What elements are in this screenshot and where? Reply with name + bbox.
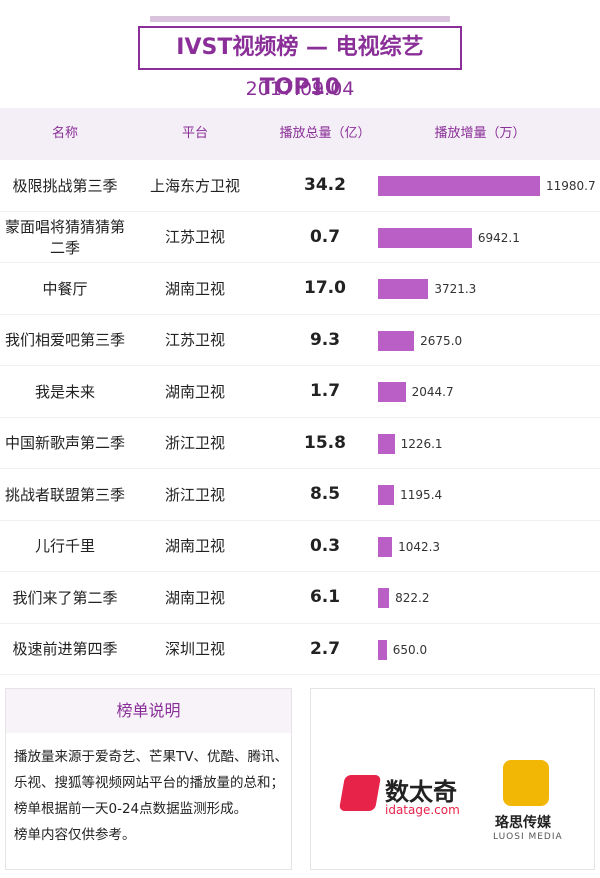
total-cell: 2.7: [309, 638, 341, 659]
table-row: 我是未来 湖南卫视 1.7 2044.7: [0, 366, 600, 418]
bar-label: 2044.7: [411, 385, 454, 399]
date: 2017.09.04: [245, 78, 355, 100]
bar: [378, 227, 472, 248]
bar-label: 2675.0: [420, 333, 463, 348]
decoration: [150, 16, 450, 22]
note-title: 榜单说明: [6, 689, 291, 733]
note-line: 乐视、搜狐等视频网站平台的播放量的总和；: [14, 775, 284, 791]
platform-cell: 湖南卫视: [164, 537, 225, 556]
column-header: 播放总量（亿）: [279, 126, 371, 141]
column-header: 名称: [51, 126, 78, 141]
name-cell: 极限挑战第三季: [12, 176, 118, 195]
bar: [378, 536, 393, 557]
logo-icon: [503, 760, 549, 806]
note-line: 播放量来源于爱奇艺、芒果TV、优酷、腾讯、: [14, 749, 288, 765]
table-row: 中国新歌声第二季 浙江卫视 15.8 1226.1: [0, 418, 600, 469]
name-cell: 中国新歌声第二季: [4, 434, 125, 453]
table-row: 挑战者联盟第三季 浙江卫视 8.5 1195.4: [0, 469, 600, 521]
bar-label: 1226.1: [400, 436, 443, 451]
bar: [378, 588, 390, 608]
logo-text: 珞思传媒: [495, 815, 551, 831]
table-row: 我们相爱吧第三季 江苏卫视 9.3 2675.0: [0, 315, 600, 366]
name-cell: 我们相爱吧第三季: [4, 331, 125, 350]
name-cell: 我们来了第二季: [12, 588, 118, 607]
table-header: [0, 108, 600, 160]
bar: [378, 176, 540, 196]
name-cell: 蒙面唱将猜猜猜第二季: [4, 217, 125, 257]
table-row: 蒙面唱将猜猜猜第二季 江苏卫视 0.7 6942.1: [0, 212, 600, 263]
logo-subtext: LUOSI MEDIA: [493, 832, 563, 842]
platform-cell: 上海东方卫视: [149, 176, 240, 195]
bar-label: 1042.3: [398, 539, 441, 554]
platform-cell: 浙江卫视: [164, 434, 225, 453]
table-row: 儿行千里 湖南卫视 0.3 1042.3: [0, 521, 600, 572]
name-cell: 极速前进第四季: [12, 640, 118, 659]
table-row: 极速前进第四季 深圳卫视 2.7 650.0: [0, 624, 600, 675]
table-row: 极限挑战第三季 上海东方卫视 34.2 11980.7: [0, 160, 600, 212]
bar: [378, 279, 429, 299]
table-row: 中餐厅 湖南卫视 17.0 3721.3: [0, 263, 600, 315]
bar: [378, 433, 395, 454]
bar-label: 1195.4: [400, 488, 443, 502]
bar: [378, 382, 406, 402]
logo-subtext: idatage.com: [385, 803, 460, 817]
note-line: 榜单根据前一天0-24点数据监测形成。: [14, 801, 248, 817]
total-cell: 1.7: [309, 381, 341, 402]
platform-cell: 湖南卫视: [164, 279, 225, 298]
name-cell: 儿行千里: [34, 537, 95, 556]
platform-cell: 湖南卫视: [164, 588, 225, 607]
platform-cell: 深圳卫视: [164, 640, 225, 659]
total-cell: 34.2: [304, 175, 346, 196]
bar-label: 3721.3: [434, 282, 477, 296]
bar-label: 6942.1: [477, 230, 520, 245]
total-cell: 0.3: [309, 535, 341, 556]
column-header: 平台: [181, 126, 208, 141]
bar-label: 650.0: [392, 642, 428, 657]
note-line: 榜单内容仅供参考。: [14, 827, 136, 843]
total-cell: 9.3: [309, 329, 341, 350]
total-cell: 0.7: [309, 226, 341, 247]
name-cell: 我是未来: [34, 382, 95, 401]
total-cell: 17.0: [304, 278, 346, 299]
platform-cell: 湖南卫视: [164, 382, 225, 401]
bar-label: 822.2: [395, 591, 430, 605]
table-row: 我们来了第二季 湖南卫视 6.1 822.2: [0, 572, 600, 624]
platform-cell: 浙江卫视: [164, 485, 225, 504]
logo-icon: [338, 775, 382, 811]
logo-text: 数太奇: [385, 778, 457, 806]
bar: [378, 330, 415, 351]
platform-cell: 江苏卫视: [164, 228, 225, 247]
total-cell: 8.5: [309, 484, 341, 505]
platform-cell: 江苏卫视: [164, 331, 225, 350]
bar-label: 11980.7: [546, 179, 596, 193]
column-header: 播放增量（万）: [434, 126, 526, 141]
title: IVST视频榜 — 电视综艺TOP10: [138, 26, 462, 100]
name-cell: 中餐厅: [42, 279, 88, 298]
total-cell: 6.1: [309, 587, 341, 608]
bar: [378, 485, 395, 505]
name-cell: 挑战者联盟第三季: [4, 485, 125, 504]
bar: [378, 639, 387, 660]
total-cell: 15.8: [304, 432, 346, 453]
